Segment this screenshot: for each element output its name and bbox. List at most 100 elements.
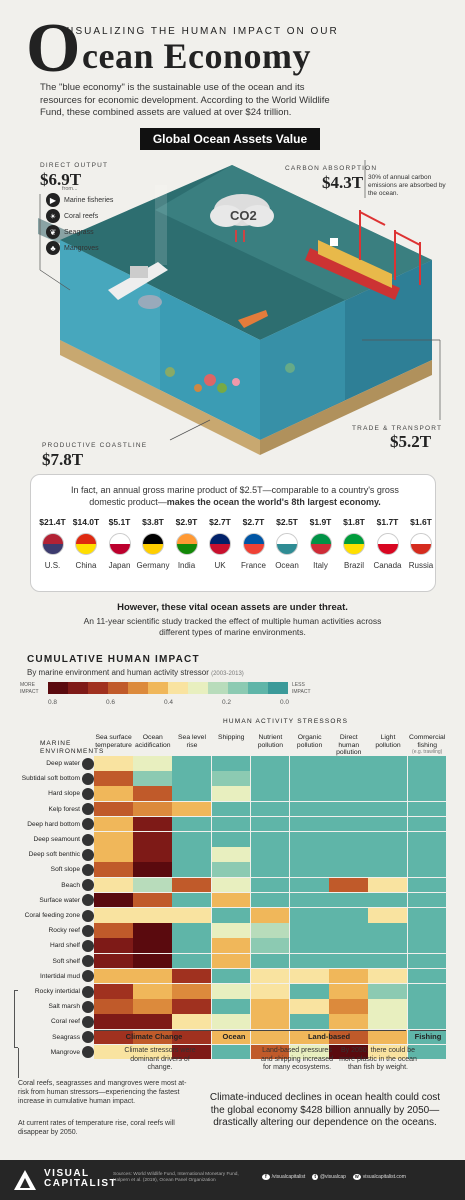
- twitter-link[interactable]: t @visualcap: [312, 1174, 346, 1180]
- country-name: France: [241, 561, 266, 570]
- environment-label: Mangrove: [50, 1048, 80, 1056]
- social-links: f/visualcapitalist t @visualcap w visualca…: [262, 1174, 406, 1180]
- heatmap-cell: [407, 984, 447, 999]
- heatmap-cell: [211, 938, 251, 953]
- country-germany: $3.8T Germany: [135, 513, 172, 570]
- environment-label: Hard slope: [48, 790, 80, 798]
- heatmap-cell: [250, 756, 290, 771]
- gdp-comparison-card: [30, 474, 436, 592]
- country-gdp-value: $1.9T: [309, 517, 332, 527]
- heatmap-cell: [94, 938, 133, 953]
- heatmap-cell: [94, 771, 133, 786]
- country-name: China: [75, 561, 97, 570]
- heatmap-cell: [290, 771, 329, 786]
- country-brazil: $1.8T Brazil: [336, 513, 373, 570]
- stressor-header: Light pollution: [375, 734, 401, 749]
- flag-icon: [376, 533, 399, 555]
- heatmap-cell: [94, 832, 133, 847]
- chart-title: CUMULATIVE HUMAN IMPACT: [27, 654, 200, 665]
- heatmap-cell: [290, 1014, 329, 1029]
- scale-swatch: [188, 682, 208, 694]
- flag-icon: [175, 533, 198, 555]
- heatmap-cell: [250, 771, 290, 786]
- threat-text: An 11-year scientific study tracked the …: [83, 616, 382, 637]
- carbon-label: CARBON ABSORPTION: [285, 165, 378, 172]
- country-gdp-value: $2.7T: [242, 517, 265, 527]
- heatmap-cell: [133, 756, 172, 771]
- heatmap-cell: [368, 832, 407, 847]
- heatmap-cell: [250, 938, 290, 953]
- seagrass-icon: ❦: [46, 225, 60, 239]
- coral-bracket: [14, 990, 18, 1048]
- title-big-letter: O: [26, 10, 81, 87]
- stressor-header: Shipping: [217, 734, 245, 741]
- country-name: UK: [214, 561, 226, 570]
- heatmap-cell: [407, 877, 447, 893]
- group-climate: Climate Change: [125, 1032, 183, 1041]
- heatmap-cell: [211, 801, 251, 817]
- country-france: $2.7T France: [235, 513, 272, 570]
- environment-label: Soft slope: [50, 866, 80, 874]
- heatmap-cell: [94, 1029, 133, 1045]
- closing-text: Climate-induced declines in ocean health…: [209, 1092, 441, 1128]
- country-india: $2.9T India: [168, 513, 205, 570]
- heatmap-cell: [172, 1014, 211, 1029]
- heatmap-cell: [329, 984, 368, 999]
- heatmap-cell: [407, 953, 447, 969]
- heatmap-cell: [133, 862, 172, 877]
- flag-icon: [309, 533, 332, 555]
- coral-icon: ✴: [46, 209, 60, 223]
- assets-banner: Global Ocean Assets Value: [140, 128, 320, 150]
- scale-swatch: [48, 682, 68, 694]
- heatmap-cell: [94, 953, 133, 969]
- land-bracket: [252, 1030, 406, 1031]
- heatmap-cell: [290, 892, 329, 908]
- segment-fisheries: ▶ Marine fisheries: [46, 192, 113, 208]
- group-land: Land-based: [307, 1032, 351, 1041]
- heatmap-cell: [407, 999, 447, 1014]
- coast-label: PRODUCTIVE COASTLINE: [42, 442, 148, 449]
- country-uk: $2.7T UK: [202, 513, 239, 570]
- heatmap-cell: [133, 953, 172, 969]
- note-land: Land-based pressures and shipping increa…: [261, 1047, 333, 1071]
- brand-name: VISUAL CAPITALIST: [44, 1168, 118, 1189]
- heatmap-cell: [133, 892, 172, 908]
- heatmap-cell: [172, 877, 211, 893]
- heatmap-cell: [368, 1014, 407, 1029]
- heatmap-cell: [290, 953, 329, 969]
- country-russia: $1.6T Russia: [403, 513, 440, 570]
- heatmap-cell: [133, 801, 172, 817]
- heatmap-cell: [407, 771, 447, 786]
- stressor-header: Sea level rise: [178, 734, 206, 749]
- country-name: Canada: [373, 561, 402, 570]
- heatmap-cell: [329, 862, 368, 877]
- environment-label: Deep water: [46, 760, 80, 767]
- country-name: Brazil: [343, 561, 364, 570]
- scale-swatch: [148, 682, 168, 694]
- website-link[interactable]: w visualcapitalist.com: [352, 1174, 406, 1180]
- heatmap-cell: [250, 892, 290, 908]
- country-name: Ocean: [275, 561, 299, 570]
- heatmap-cell: [94, 816, 133, 832]
- scale-tick-label: 0.6: [106, 699, 116, 706]
- flag-icon: [343, 533, 365, 555]
- environment-icon: [82, 985, 94, 998]
- heatmap-cell: [407, 968, 447, 984]
- heatmap-cell: [94, 847, 133, 862]
- heatmap-cell: [407, 756, 447, 771]
- direct-output-label: DIRECT OUTPUT: [40, 162, 109, 169]
- heatmap-cell: [329, 892, 368, 908]
- environment-icon: [82, 833, 94, 846]
- heatmap-cell: [407, 786, 447, 801]
- heatmap-cell: [211, 908, 251, 923]
- small-boat-icon: [238, 310, 268, 328]
- sources-text: Sources: World Wildlife Fund, Internatio…: [113, 1172, 239, 1183]
- heatmap-cell: [407, 892, 447, 908]
- heatmap-cell: [329, 847, 368, 862]
- heatmap-cell: [172, 1029, 211, 1045]
- flag-icon: [410, 533, 432, 555]
- facebook-link[interactable]: f/visualcapitalist: [262, 1174, 305, 1180]
- heatmap-cell: [290, 908, 329, 923]
- carbon-note: 30% of annual carbon emissions are absor…: [368, 174, 446, 197]
- heatmap-cell: [290, 847, 329, 862]
